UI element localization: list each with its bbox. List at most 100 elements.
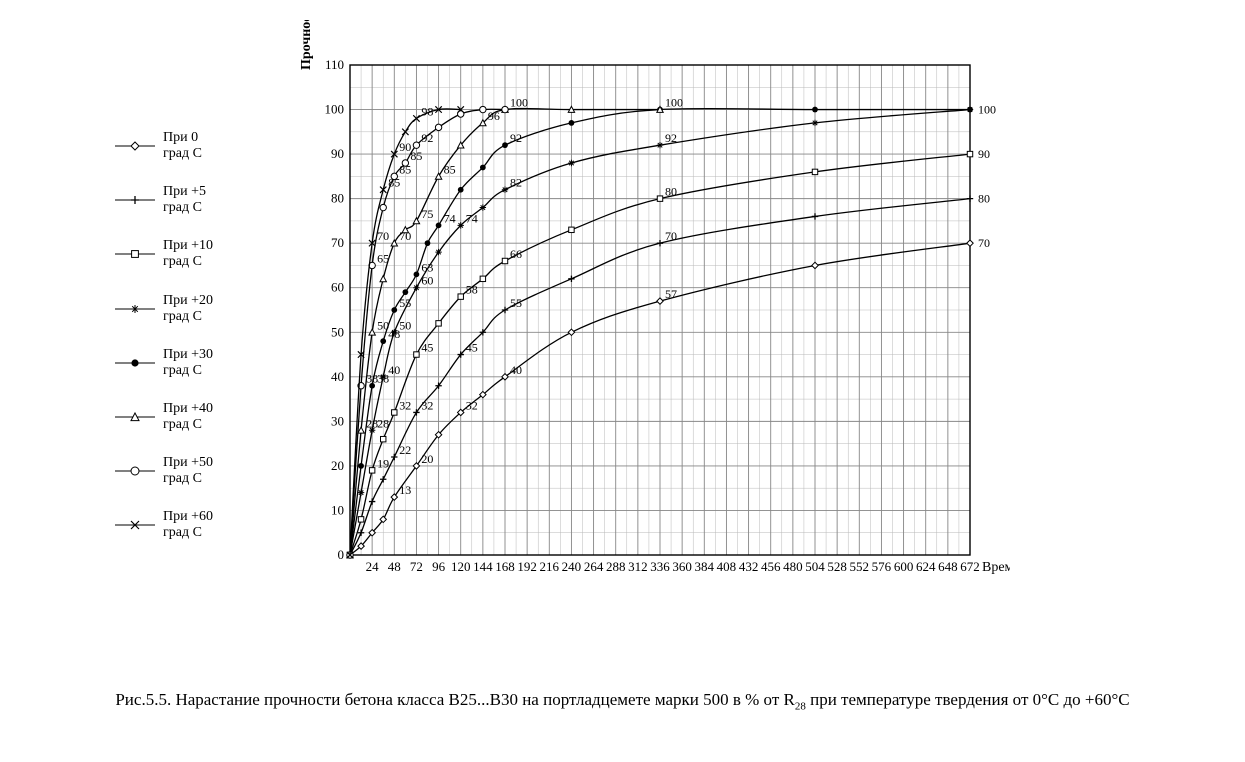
legend-item-t10: При +10град С	[115, 238, 255, 270]
value-annot: 45	[466, 341, 478, 355]
x-tick-label: 552	[850, 559, 870, 574]
value-annot: 80	[665, 185, 677, 199]
legend-label-t40: При +40град С	[163, 401, 213, 433]
y-tick-label: 80	[331, 191, 344, 206]
value-annot: 74	[466, 211, 478, 225]
value-annot: 100	[978, 103, 996, 117]
value-annot: 28	[377, 416, 389, 430]
y-tick-labels: 0102030405060708090100110	[325, 57, 345, 562]
legend-marker-t0	[115, 138, 155, 154]
y-tick-label: 50	[331, 324, 344, 339]
legend-marker-t60	[115, 517, 155, 533]
y-tick-label: 110	[325, 57, 344, 72]
value-annot: 85	[388, 176, 400, 190]
value-annot: 19	[377, 456, 389, 470]
x-tick-label: 528	[827, 559, 847, 574]
value-annot: 40	[510, 363, 522, 377]
x-tick-label: 264	[584, 559, 604, 574]
legend-marker-t40	[115, 409, 155, 425]
x-tick-label: 456	[761, 559, 781, 574]
y-tick-label: 0	[338, 547, 345, 562]
x-tick-labels: 24 48 72 96 12014416819221624026428831233636…	[366, 559, 980, 574]
value-annot: 70	[978, 236, 990, 250]
value-annot: 50	[377, 318, 389, 332]
legend-label-t5: При +5град С	[163, 184, 206, 216]
value-annot: 74	[444, 211, 456, 225]
value-annot: 100	[665, 96, 683, 110]
legend-item-t20: При +20град С	[115, 293, 255, 325]
figure-caption: Рис.5.5. Нарастание прочности бетона кла…	[0, 690, 1245, 712]
x-tick-label: 480	[783, 559, 803, 574]
x-tick-label: 216	[540, 559, 560, 574]
y-tick-label: 70	[331, 235, 344, 250]
chart: 24 48 72 96 12014416819221624026428831233636…	[290, 20, 1010, 620]
value-annot: 55	[510, 296, 522, 310]
x-tick-label: 288	[606, 559, 626, 574]
x-tick-label: 240	[562, 559, 582, 574]
legend-label-t20: При +20град С	[163, 293, 213, 325]
y-tick-label: 30	[331, 413, 344, 428]
x-tick-label: 144	[473, 559, 493, 574]
legend-marker-t30	[115, 355, 155, 371]
x-tick-label: 48	[388, 559, 401, 574]
x-tick-label: 624	[916, 559, 936, 574]
value-annot: 65	[377, 251, 389, 265]
x-tick-label: 312	[628, 559, 648, 574]
caption-prefix: Рис.5.5. Нарастание прочности бетона кла…	[115, 690, 795, 709]
x-tick-label: 24	[366, 559, 380, 574]
value-annot: 20	[421, 452, 433, 466]
legend-item-t5: При +5град С	[115, 184, 255, 216]
x-tick-label: 120	[451, 559, 471, 574]
value-annot: 80	[978, 192, 990, 206]
value-annot: 45	[421, 341, 433, 355]
x-tick-label: 336	[650, 559, 670, 574]
value-annot: 70	[377, 229, 389, 243]
value-annot: 66	[510, 247, 522, 261]
x-tick-label: 168	[495, 559, 515, 574]
x-tick-label: 576	[872, 559, 892, 574]
x-tick-label: 96	[432, 559, 446, 574]
x-tick-label: 192	[517, 559, 537, 574]
value-annot: 85	[444, 162, 456, 176]
legend-label-t0: При 0град С	[163, 130, 202, 162]
value-annot: 63	[421, 260, 433, 274]
value-annot: 75	[421, 207, 433, 221]
value-annot: 28	[366, 416, 378, 430]
x-tick-label: 432	[739, 559, 759, 574]
legend-item-t0: При 0град С	[115, 130, 255, 162]
legend-label-t30: При +30град С	[163, 347, 213, 379]
value-annot: 38	[366, 372, 378, 386]
legend-label-t60: При +60град С	[163, 509, 213, 541]
value-annot: 55	[399, 296, 411, 310]
value-annot: 70	[665, 229, 677, 243]
x-tick-label: 384	[695, 559, 715, 574]
x-tick-label: 360	[672, 559, 692, 574]
y-tick-label: 60	[331, 280, 344, 295]
x-tick-label: 504	[805, 559, 825, 574]
legend-item-t50: При +50град С	[115, 455, 255, 487]
y-tick-label: 20	[331, 458, 344, 473]
y-tick-label: 40	[331, 369, 344, 384]
legend-marker-t10	[115, 246, 155, 262]
value-annot: 50	[399, 318, 411, 332]
value-annot: 100	[510, 96, 528, 110]
page: При 0град С При +5град С При +10град С П…	[0, 0, 1245, 762]
legend-marker-t50	[115, 463, 155, 479]
value-annot: 32	[399, 398, 411, 412]
y-tick-label: 100	[325, 102, 345, 117]
y-axis-label: Прочность, R, %	[299, 20, 314, 70]
caption-suffix: при температуре твердения от 0°С до +60°…	[806, 690, 1130, 709]
value-annot: 32	[421, 398, 433, 412]
value-annot: 13	[399, 483, 411, 497]
legend: При 0град С При +5град С При +10град С П…	[115, 130, 255, 564]
x-tick-label: 600	[894, 559, 914, 574]
x-tick-label: 408	[717, 559, 737, 574]
value-annot: 60	[421, 274, 433, 288]
value-annot: 32	[466, 398, 478, 412]
legend-item-t40: При +40град С	[115, 401, 255, 433]
value-annot: 92	[510, 131, 522, 145]
x-tick-label: 72	[410, 559, 423, 574]
value-annot: 92	[665, 131, 677, 145]
chart-svg: 24 48 72 96 12014416819221624026428831233636…	[290, 20, 1010, 620]
value-annot: 98	[421, 104, 433, 118]
